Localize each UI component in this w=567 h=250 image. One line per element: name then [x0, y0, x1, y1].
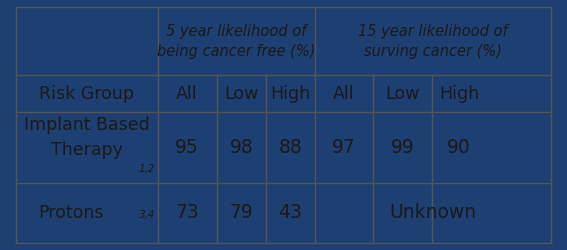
- Text: 5 year likelihood of
being cancer free (%): 5 year likelihood of being cancer free (…: [157, 24, 315, 59]
- Text: 99: 99: [391, 138, 414, 157]
- Text: 90: 90: [447, 138, 471, 157]
- Text: 43: 43: [278, 204, 302, 223]
- Text: Low: Low: [386, 85, 420, 103]
- Text: 1,2: 1,2: [138, 164, 155, 174]
- Text: All: All: [333, 85, 355, 103]
- Text: 3,4: 3,4: [138, 210, 155, 220]
- Text: 88: 88: [278, 138, 302, 157]
- Text: Unknown: Unknown: [390, 204, 476, 223]
- Text: Risk Group: Risk Group: [39, 85, 134, 103]
- Text: All: All: [176, 85, 198, 103]
- Text: 15 year likelihood of
surving cancer (%): 15 year likelihood of surving cancer (%): [358, 24, 507, 59]
- Text: 79: 79: [230, 204, 253, 223]
- Text: 95: 95: [175, 138, 199, 157]
- Text: Protons: Protons: [38, 204, 104, 222]
- Text: 97: 97: [332, 138, 356, 157]
- Text: High: High: [439, 85, 479, 103]
- Text: Low: Low: [225, 85, 259, 103]
- Text: High: High: [270, 85, 311, 103]
- Text: 98: 98: [230, 138, 253, 157]
- Text: 73: 73: [175, 204, 199, 223]
- Text: Implant Based
Therapy: Implant Based Therapy: [24, 116, 150, 160]
